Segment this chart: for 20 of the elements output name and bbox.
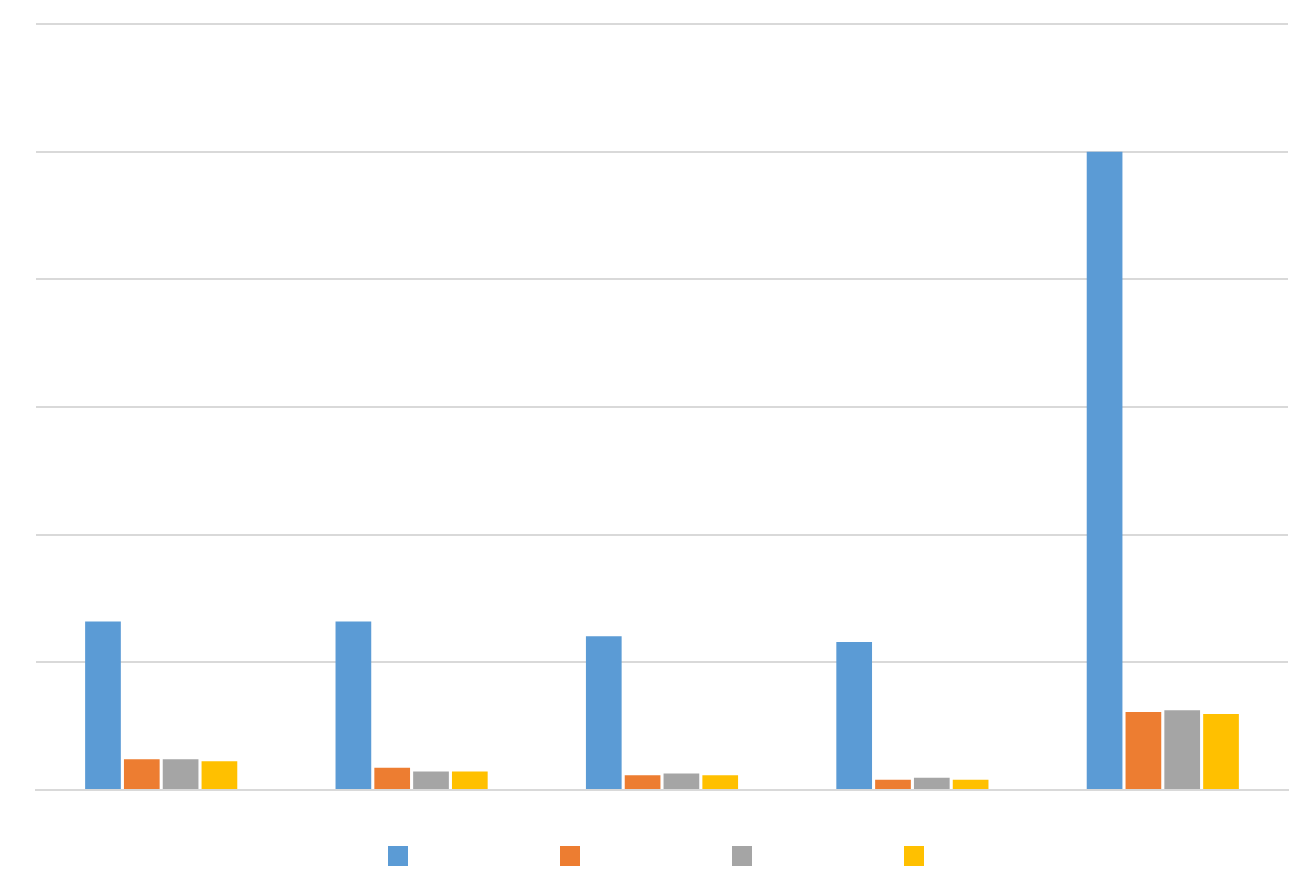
- bar: [451, 771, 488, 789]
- bar: [663, 773, 700, 789]
- bar: [335, 621, 372, 789]
- bar: [1203, 714, 1239, 789]
- bar: [374, 767, 411, 789]
- bar: [913, 777, 950, 789]
- bar: [413, 771, 449, 789]
- bar: [952, 779, 989, 789]
- bar: [875, 779, 911, 789]
- bar: [702, 775, 739, 789]
- bar: [1125, 712, 1162, 789]
- bar: [201, 761, 238, 789]
- bar: [836, 641, 873, 789]
- bar: [162, 759, 199, 789]
- bar: [624, 775, 661, 789]
- bar: [85, 621, 121, 789]
- bar: [1164, 710, 1201, 789]
- bar: [585, 636, 622, 789]
- bar: [1086, 151, 1123, 789]
- bar: [123, 759, 160, 789]
